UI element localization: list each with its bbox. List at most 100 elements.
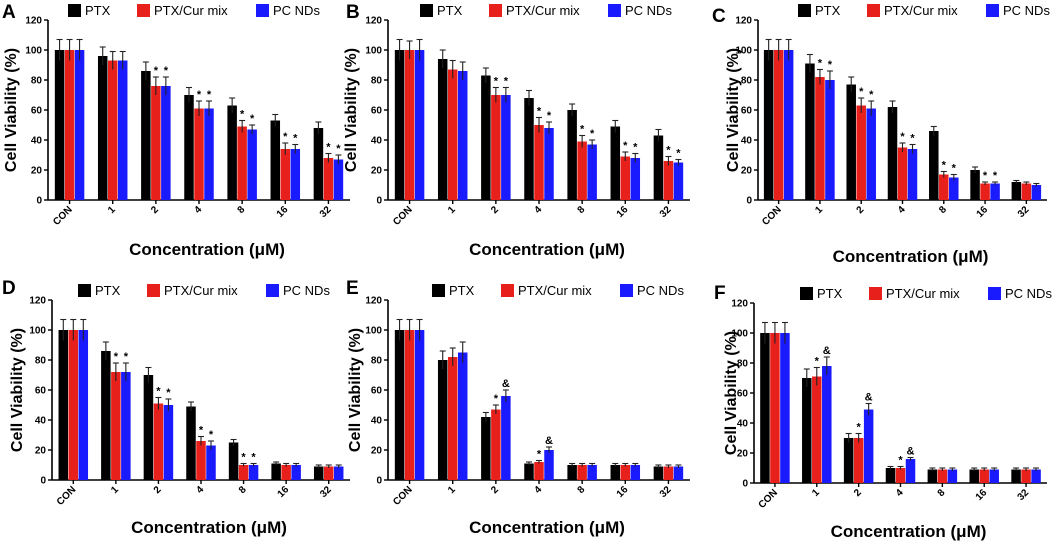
- y-tick-label: 80: [371, 76, 383, 87]
- bar-ptx-16: [970, 170, 980, 200]
- bar-ptx-cur-mix-con: [68, 330, 79, 480]
- legend-swatch: [620, 284, 633, 297]
- legend-swatch: [432, 284, 445, 297]
- bar-pc-nds-8: [587, 144, 597, 200]
- legend-label: PC NDs: [625, 3, 672, 18]
- bar-ptx-cur-mix-1: [111, 372, 121, 480]
- y-tick-label: 80: [741, 76, 753, 87]
- significance-marker: *: [283, 131, 288, 143]
- y-tick-label: 40: [371, 416, 383, 427]
- y-tick-label: 20: [31, 166, 43, 177]
- bar-pc-nds-1: [457, 352, 468, 480]
- bar-ptx-4: [885, 468, 896, 483]
- bar-ptx-cur-mix-2: [491, 95, 501, 200]
- x-tick-label: 8: [937, 204, 949, 216]
- x-tick-label: 16: [275, 204, 291, 220]
- bar-ptx-16: [270, 120, 281, 200]
- significance-marker: *: [580, 124, 585, 136]
- bar-pc-nds-16: [630, 158, 641, 200]
- x-axis-label: Concentration (μM): [469, 518, 625, 537]
- significance-marker: *: [197, 89, 202, 101]
- significance-marker: *: [993, 170, 998, 182]
- bar-ptx-8: [228, 442, 239, 480]
- bar-ptx-32: [653, 466, 664, 480]
- significance-marker: *: [504, 76, 509, 88]
- bar-pc-nds-4: [544, 450, 554, 480]
- bar-pc-nds-con: [783, 50, 794, 200]
- x-tick-label: 1: [446, 484, 458, 496]
- significance-marker: *: [336, 143, 341, 155]
- significance-marker: *: [898, 455, 903, 467]
- y-tick-label: 60: [371, 106, 383, 117]
- significance-marker: *: [164, 65, 169, 77]
- significance-marker: *: [818, 58, 823, 70]
- x-tick-label: 16: [974, 487, 990, 503]
- bar-ptx-1: [805, 63, 815, 200]
- bar-ptx-cur-mix-1: [447, 69, 458, 200]
- significance-marker: *: [859, 86, 864, 98]
- x-tick-label: CON: [757, 487, 781, 511]
- bar-ptx-cur-mix-4: [534, 125, 544, 200]
- x-tick-label: 8: [237, 484, 249, 496]
- y-tick-label: 20: [741, 166, 753, 177]
- y-tick-label: 40: [741, 136, 753, 147]
- x-tick-label: 32: [1016, 204, 1032, 220]
- significance-marker: *: [942, 160, 947, 172]
- significance-marker: *: [124, 351, 129, 363]
- significance-marker: *: [240, 109, 245, 121]
- significance-marker: *: [326, 142, 331, 154]
- y-tick-label: 100: [29, 326, 46, 337]
- legend-swatch: [266, 284, 279, 297]
- legend-swatch: [800, 287, 813, 300]
- bar-pc-nds-1: [121, 372, 131, 480]
- bar-ptx-cur-mix-1: [107, 60, 118, 200]
- x-tick-label: CON: [55, 484, 79, 508]
- x-tick-label: 16: [615, 204, 631, 220]
- bar-ptx-cur-mix-4: [897, 147, 908, 200]
- y-axis-label: Cell Viability (%): [343, 48, 360, 172]
- bar-pc-nds-1: [822, 366, 832, 483]
- y-tick-label: 40: [31, 136, 43, 147]
- x-tick-label: 1: [813, 204, 825, 216]
- panel-label: C: [712, 6, 726, 27]
- significance-marker: *: [250, 113, 255, 125]
- x-tick-label: 2: [855, 204, 867, 216]
- bar-pc-nds-32: [333, 159, 344, 200]
- bar-ptx-cur-mix-32: [1021, 469, 1031, 483]
- bar-pc-nds-8: [247, 129, 257, 200]
- y-tick-label: 100: [365, 46, 382, 57]
- bar-pc-nds-32: [333, 466, 344, 480]
- bar-pc-nds-2: [161, 86, 171, 200]
- bar-ptx-2: [846, 84, 856, 200]
- x-axis-label: Concentration (μM): [129, 240, 285, 259]
- y-axis-label: Cell Viability (%): [347, 328, 364, 452]
- bar-pc-nds-16: [630, 465, 641, 480]
- significance-marker: *: [633, 142, 638, 154]
- bar-ptx-cur-mix-16: [980, 183, 990, 200]
- y-tick-label: 100: [731, 329, 748, 340]
- bar-pc-nds-32: [1031, 185, 1042, 200]
- x-tick-label: 1: [446, 204, 458, 216]
- bar-ptx-cur-mix-1: [447, 357, 458, 480]
- x-tick-label: 32: [658, 204, 674, 220]
- legend-swatch: [798, 4, 811, 17]
- bar-pc-nds-8: [248, 465, 259, 480]
- bar-ptx-cur-mix-32: [323, 466, 334, 480]
- significance-marker: *: [676, 148, 681, 160]
- x-tick-label: 2: [489, 484, 501, 496]
- legend-swatch: [608, 4, 621, 17]
- bar-pc-nds-2: [501, 95, 511, 200]
- significance-marker: &: [545, 435, 553, 447]
- x-tick-label: 4: [894, 487, 906, 499]
- bar-pc-nds-32: [673, 466, 684, 480]
- y-tick-label: 20: [371, 446, 383, 457]
- bar-ptx-1: [437, 360, 448, 480]
- y-tick-label: 80: [737, 359, 749, 370]
- bar-ptx-cur-mix-con: [773, 50, 784, 200]
- y-tick-label: 40: [737, 419, 749, 430]
- bar-ptx-cur-mix-4: [194, 108, 204, 200]
- panel-label: A: [2, 2, 16, 23]
- bar-ptx-32: [1011, 182, 1022, 200]
- legend-swatch: [986, 4, 999, 17]
- legend-label: PTX: [437, 3, 463, 18]
